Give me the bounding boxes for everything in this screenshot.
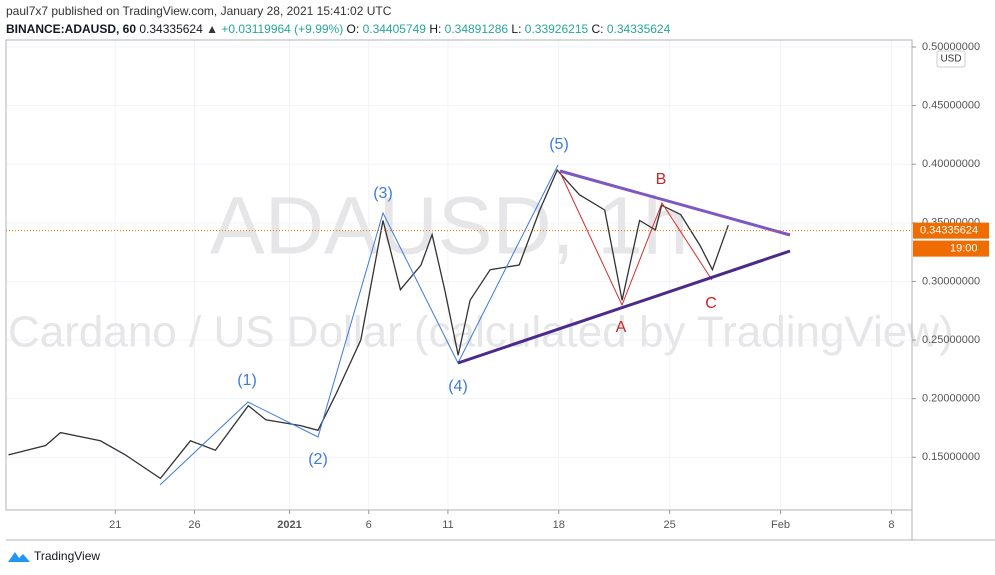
ohlc-value: 0.34891286 — [445, 22, 509, 36]
watermark-desc: Cardano / US Dollar (calculated by Tradi… — [8, 308, 954, 357]
watermark: ADAUSD, 1h Cardano / US Dollar (calculat… — [8, 181, 954, 357]
lower-trendline — [457, 249, 791, 365]
x-tick-label: 21 — [109, 519, 121, 531]
y-tick-label: 0.40000000 — [922, 158, 980, 170]
correction-line — [559, 171, 713, 307]
x-tick-label: 6 — [366, 519, 372, 531]
wave-label: C — [705, 295, 717, 312]
change: +0.03119964 (+9.99%) — [221, 22, 343, 36]
x-tick-label: 25 — [664, 519, 676, 531]
ohlc-key: C: — [592, 22, 604, 36]
wave-label: (2) — [308, 451, 328, 468]
published-line: paul7x7 published on TradingView.com, Ja… — [6, 4, 392, 18]
wave-label: (5) — [549, 136, 569, 153]
price-line — [8, 168, 729, 480]
y-tick-label: 0.20000000 — [922, 393, 980, 405]
symbol: BINANCE:ADAUSD, 60 — [6, 22, 136, 36]
ohlc-value: 0.33926215 — [525, 22, 589, 36]
y-tick-label: 0.15000000 — [922, 451, 980, 463]
ohlc-value: 0.34405749 — [363, 22, 427, 36]
last-price: 0.34335624 — [139, 22, 203, 36]
x-tick-label: 2021 — [277, 519, 301, 531]
currency: USD — [940, 54, 961, 65]
x-tick-label: 26 — [188, 519, 200, 531]
y-tick-label: 0.25000000 — [922, 334, 980, 346]
upper-trendline — [559, 169, 791, 237]
x-tick-label: 18 — [553, 519, 565, 531]
currency-box — [936, 50, 966, 68]
watermark-symbol: ADAUSD, 1h — [210, 181, 689, 272]
logo: TradingView — [8, 549, 100, 563]
symbol-line: BINANCE:ADAUSD, 60 0.34335624 ▲ +0.03119… — [6, 22, 671, 36]
y-tick-label: 0.50000000 — [922, 41, 980, 53]
x-tick-label: 11 — [442, 519, 453, 531]
grid — [6, 40, 912, 510]
countdown: 19:00 — [950, 243, 978, 255]
ohlc-key: O: — [347, 22, 360, 36]
wave-label: (3) — [373, 185, 393, 202]
x-tick-label: Feb — [771, 519, 790, 531]
ohlc-key: L: — [511, 22, 521, 36]
countdown-box — [913, 240, 989, 257]
wave-label: A — [616, 319, 627, 336]
y-tick-label: 0.30000000 — [922, 275, 980, 287]
x-tick-label: 8 — [888, 519, 894, 531]
wave-label: (1) — [237, 372, 257, 389]
last-price-label: 0.34335624 — [920, 225, 978, 237]
wave-label: (4) — [448, 378, 468, 395]
last-price-box — [913, 222, 989, 239]
y-tick-label: 0.45000000 — [922, 100, 980, 112]
wave-label: B — [656, 171, 667, 188]
brand: TradingView — [34, 549, 100, 563]
wave-line — [159, 164, 559, 486]
ohlc-key: H: — [429, 22, 441, 36]
ohlc-value: 0.34335624 — [607, 22, 671, 36]
logo-icon — [8, 552, 30, 562]
